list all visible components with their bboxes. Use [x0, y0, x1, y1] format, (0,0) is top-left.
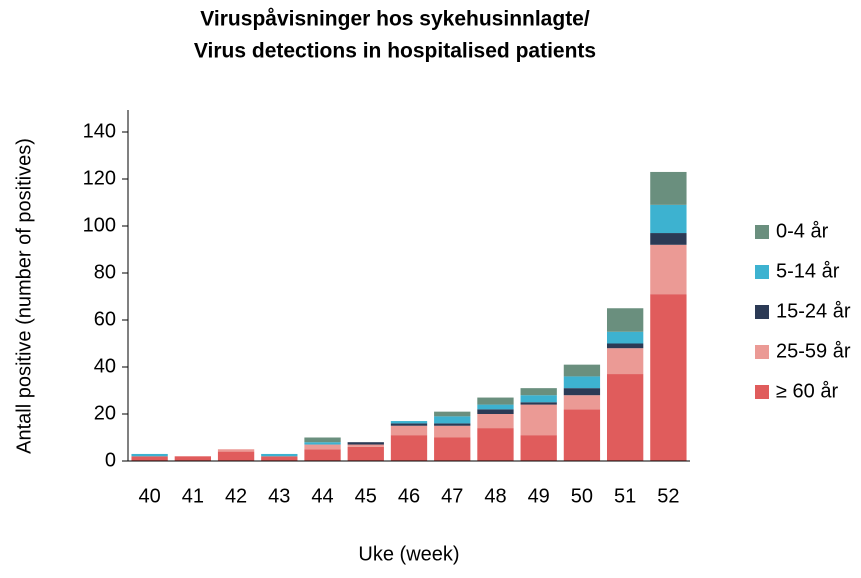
- bar-segment: [650, 244, 687, 295]
- bar-segment: [304, 442, 341, 445]
- bar-segment: [563, 388, 601, 396]
- x-tick-label: 45: [355, 485, 377, 507]
- bar-segment: [520, 388, 557, 396]
- bar-segment: [217, 451, 255, 461]
- bar-segment: [304, 437, 341, 443]
- legend-label: 25-59 år: [776, 340, 851, 362]
- bar-segment: [563, 376, 601, 389]
- bar-segment: [477, 414, 514, 429]
- y-tick-label: 120: [83, 167, 116, 189]
- bar-segment: [477, 428, 514, 461]
- bar-segment: [304, 449, 341, 461]
- bar-segment: [434, 411, 471, 417]
- legend-swatch: [755, 305, 769, 319]
- x-tick-label: 51: [614, 485, 636, 507]
- bar-segment: [347, 446, 384, 461]
- bar-segment: [390, 423, 428, 426]
- bar-segment: [390, 425, 428, 436]
- bar-segment: [650, 233, 687, 245]
- bar-segment: [304, 444, 341, 450]
- x-tick-label: 44: [311, 485, 333, 507]
- bar-segment: [520, 395, 557, 403]
- legend-swatch: [755, 345, 769, 359]
- bar-segment: [434, 425, 471, 438]
- bar-segment: [563, 364, 601, 377]
- bar-segment: [261, 456, 298, 461]
- x-axis-label: Uke (week): [358, 543, 459, 565]
- bar-segment: [606, 343, 644, 349]
- bar-segment: [477, 397, 514, 405]
- bar-segment: [434, 437, 471, 461]
- bar-segment: [390, 435, 428, 461]
- bar-segment: [606, 348, 644, 375]
- y-tick-label: 60: [94, 308, 116, 330]
- x-tick-label: 48: [484, 485, 506, 507]
- bar-segment: [606, 331, 644, 344]
- y-tick-label: 140: [83, 120, 116, 142]
- legend-swatch: [755, 265, 769, 279]
- bar-segment: [131, 456, 168, 461]
- bar-segment: [606, 308, 644, 332]
- y-tick-label: 100: [83, 214, 116, 236]
- bar-segment: [261, 453, 298, 457]
- bar-segment: [520, 435, 557, 461]
- bar-segment: [650, 204, 687, 234]
- x-tick-label: 47: [441, 485, 463, 507]
- bar-segment: [434, 416, 471, 424]
- bar-segment: [347, 444, 384, 447]
- x-tick-label: 50: [571, 485, 593, 507]
- legend-label: ≥ 60 år: [776, 380, 838, 402]
- bar-segment: [520, 404, 557, 436]
- legend-label: 15-24 år: [776, 300, 851, 322]
- legend-label: 5-14 år: [776, 260, 840, 282]
- bar-segment: [650, 171, 687, 205]
- bar-segment: [477, 409, 514, 414]
- y-tick-label: 40: [94, 355, 116, 377]
- bar-segment: [347, 442, 384, 445]
- y-tick-label: 0: [105, 449, 116, 471]
- bar-segment: [477, 404, 514, 410]
- bar-segment: [520, 402, 557, 405]
- legend-swatch: [755, 385, 769, 399]
- x-tick-label: 52: [657, 485, 679, 507]
- legend-swatch: [755, 225, 769, 239]
- x-tick-label: 49: [528, 485, 550, 507]
- y-axis-label: Antall positive (number of positives): [13, 138, 35, 454]
- chart-subtitle: Virus detections in hospitalised patient…: [194, 40, 596, 63]
- x-tick-label: 46: [398, 485, 420, 507]
- bar-segment: [650, 294, 687, 461]
- y-tick-label: 20: [94, 402, 116, 424]
- bar-segment: [563, 409, 601, 461]
- x-tick-label: 43: [268, 485, 290, 507]
- bar-segment: [174, 456, 212, 461]
- bar-segment: [217, 449, 255, 452]
- bar-segment: [131, 453, 168, 457]
- x-tick-label: 40: [138, 485, 160, 507]
- chart-title: Viruspåvisninger hos sykehusinnlagte/: [200, 8, 590, 31]
- bar-segment: [606, 374, 644, 461]
- legend-label: 0-4 år: [776, 220, 829, 242]
- x-tick-label: 42: [225, 485, 247, 507]
- y-tick-label: 80: [94, 261, 116, 283]
- bar-segment: [563, 395, 601, 410]
- x-tick-label: 41: [182, 485, 204, 507]
- bar-segment: [390, 421, 428, 424]
- bar-segment: [434, 423, 471, 426]
